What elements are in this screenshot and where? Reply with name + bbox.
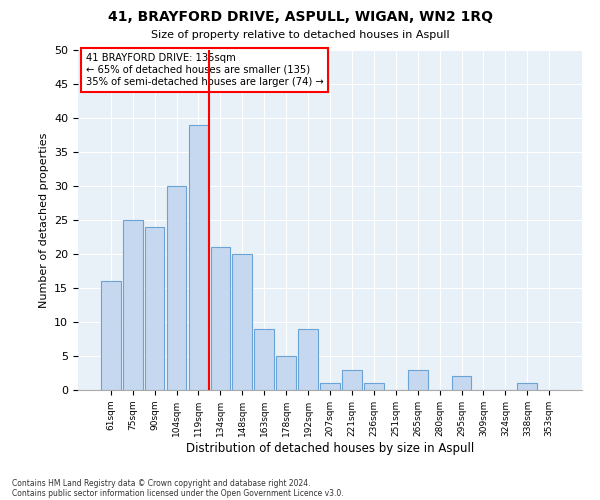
Bar (364, 383, 384, 390)
Bar (211, 247, 230, 390)
Bar (254, 329, 274, 390)
X-axis label: Distribution of detached houses by size in Aspull: Distribution of detached houses by size … (186, 442, 474, 454)
Bar (232, 254, 252, 390)
Bar (123, 220, 143, 390)
Bar (342, 370, 362, 390)
Bar (408, 370, 428, 390)
Text: 41, BRAYFORD DRIVE, ASPULL, WIGAN, WN2 1RQ: 41, BRAYFORD DRIVE, ASPULL, WIGAN, WN2 1… (107, 10, 493, 24)
Text: Contains public sector information licensed under the Open Government Licence v3: Contains public sector information licen… (12, 488, 344, 498)
Text: Contains HM Land Registry data © Crown copyright and database right 2024.: Contains HM Land Registry data © Crown c… (12, 478, 311, 488)
Bar (298, 329, 318, 390)
Bar (452, 376, 472, 390)
Text: 41 BRAYFORD DRIVE: 135sqm
← 65% of detached houses are smaller (135)
35% of semi: 41 BRAYFORD DRIVE: 135sqm ← 65% of detac… (86, 54, 323, 86)
Bar (517, 383, 537, 390)
Bar (145, 227, 164, 390)
Y-axis label: Number of detached properties: Number of detached properties (38, 132, 49, 308)
Text: Size of property relative to detached houses in Aspull: Size of property relative to detached ho… (151, 30, 449, 40)
Bar (320, 383, 340, 390)
Bar (101, 281, 121, 390)
Bar (167, 186, 187, 390)
Bar (188, 125, 208, 390)
Bar (276, 356, 296, 390)
